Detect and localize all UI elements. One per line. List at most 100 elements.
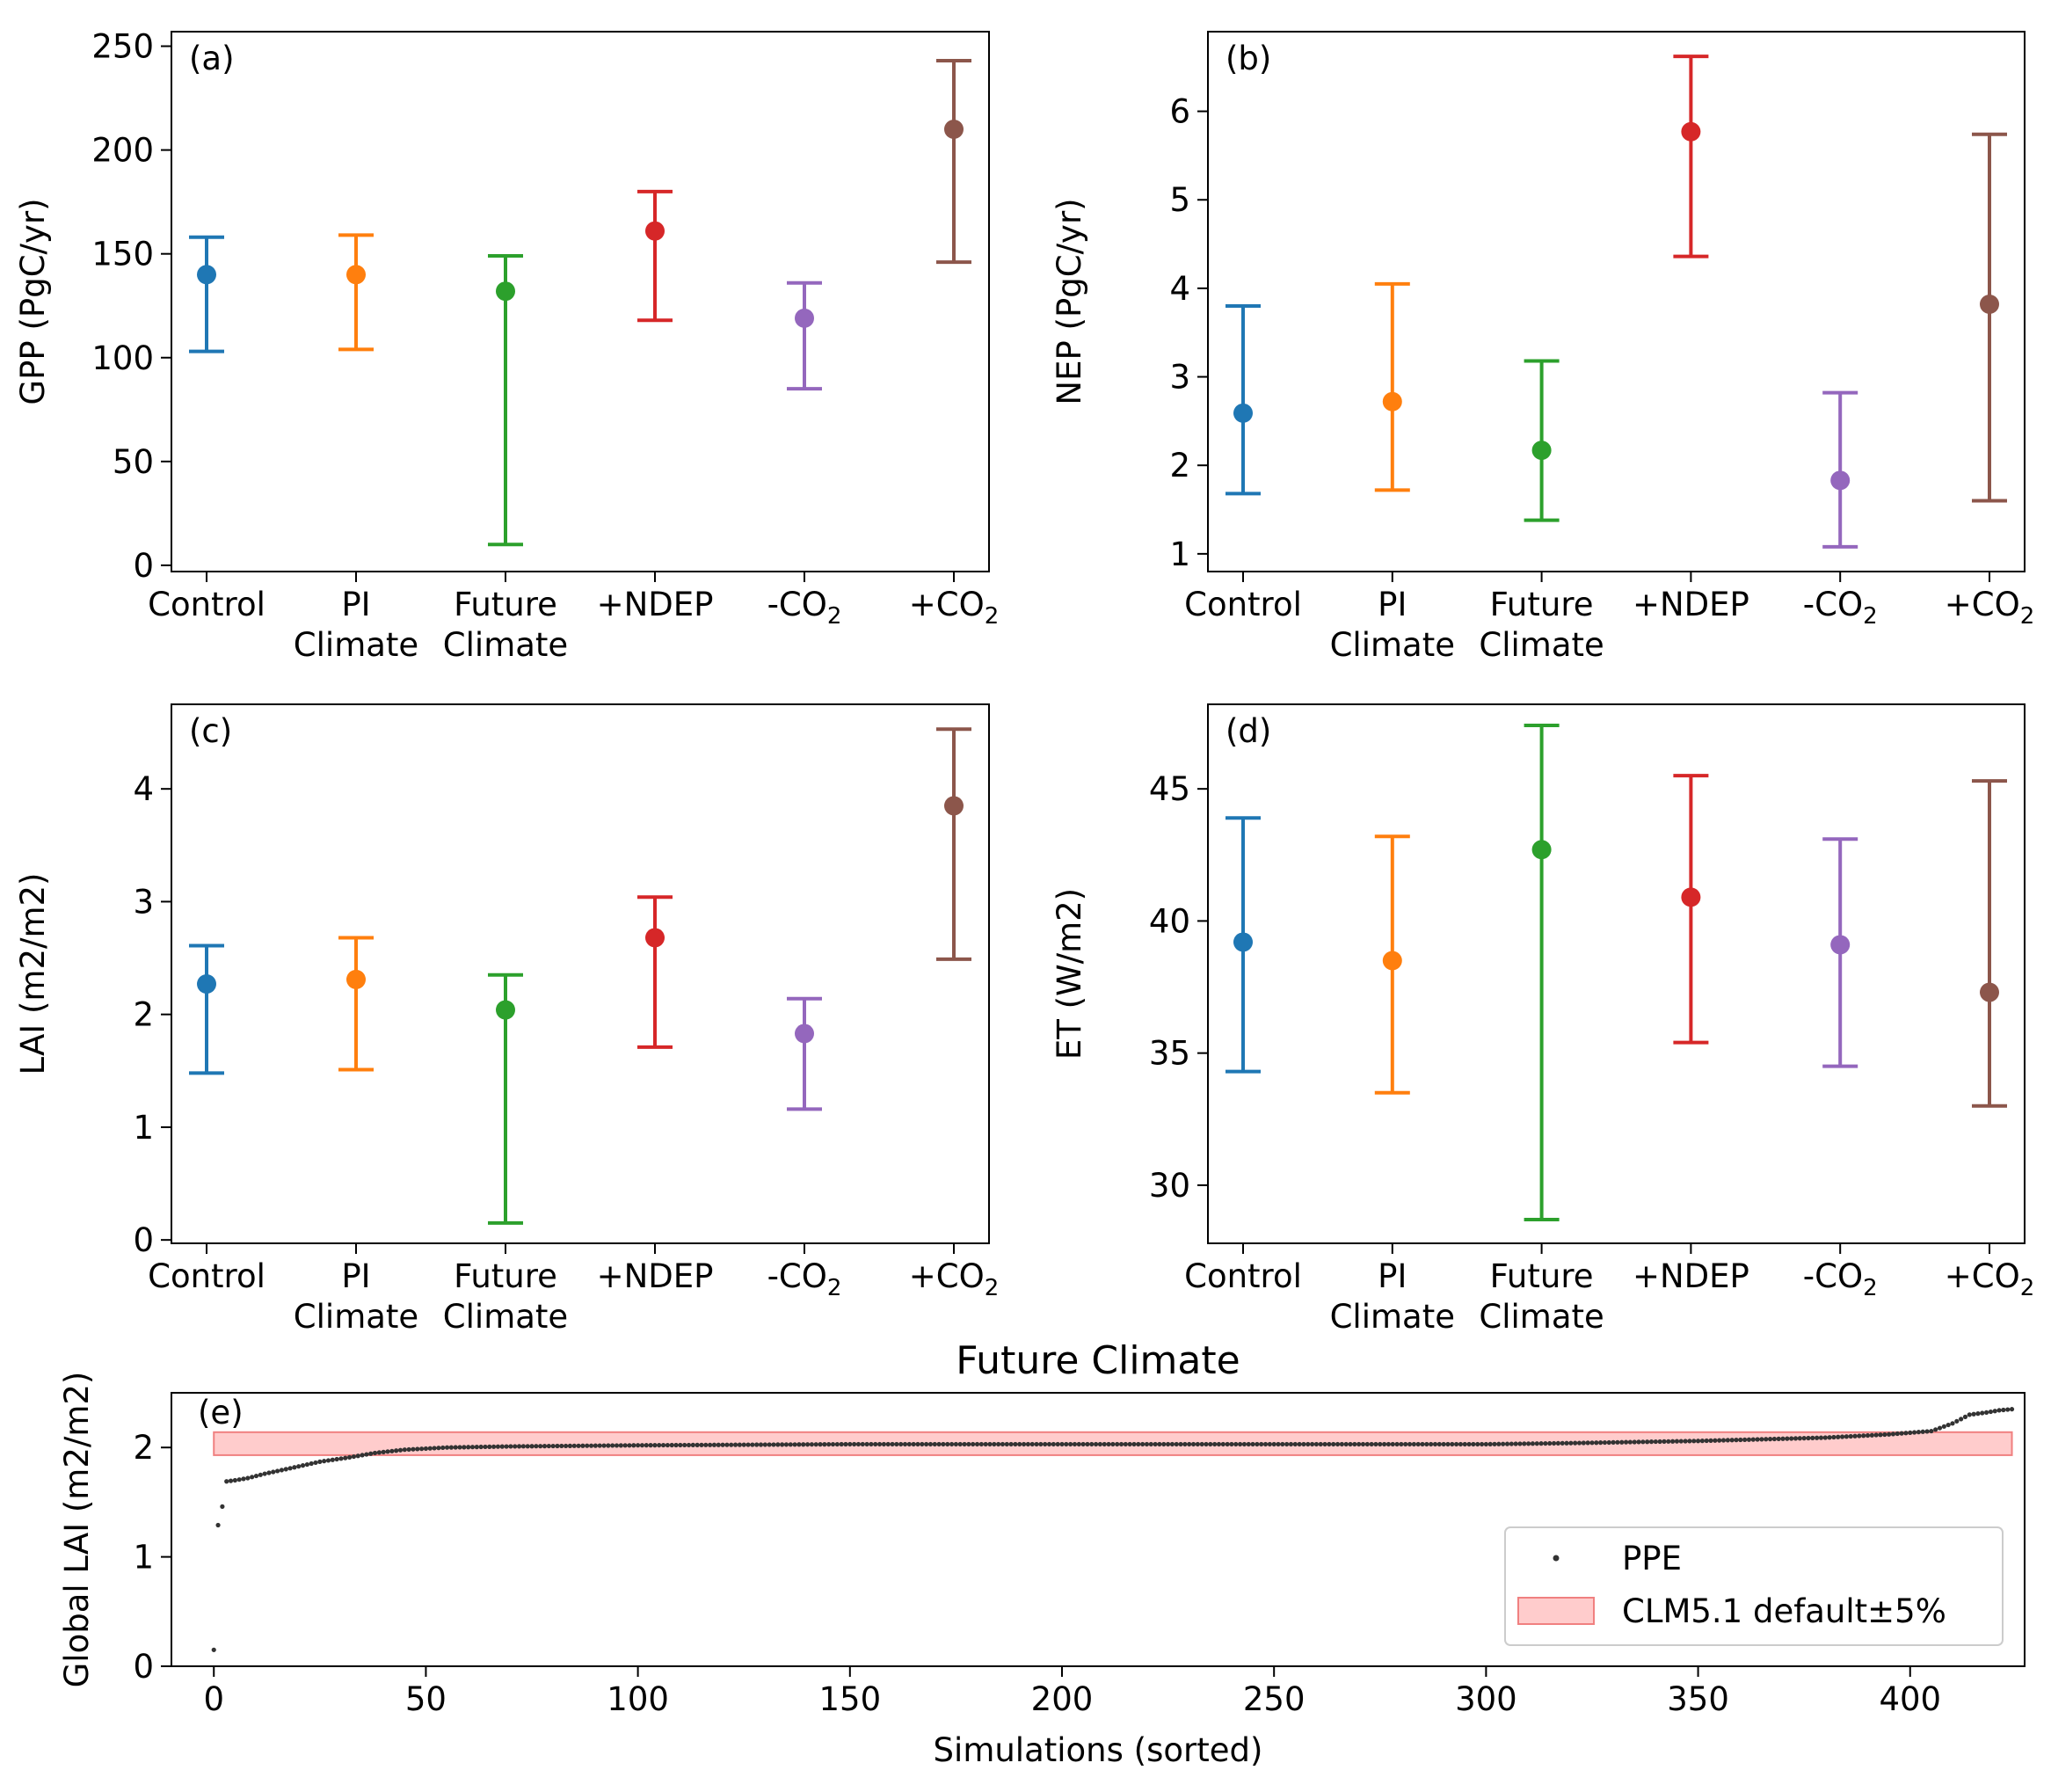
x-tick-label: 0 bbox=[203, 1680, 224, 1718]
ppe-point bbox=[1029, 1441, 1035, 1447]
ppe-point bbox=[325, 1458, 331, 1463]
y-tick-label: 2 bbox=[133, 996, 154, 1034]
ppe-point bbox=[1882, 1431, 1887, 1438]
ppe-point bbox=[588, 1443, 594, 1448]
ppe-point bbox=[1836, 1434, 1841, 1439]
ppe-point bbox=[966, 1441, 971, 1447]
ppe-point bbox=[1899, 1431, 1904, 1436]
ppe-point bbox=[1954, 1418, 1960, 1424]
ppe-point bbox=[1161, 1441, 1167, 1447]
x-tick-label: 400 bbox=[1879, 1680, 1941, 1718]
panel-letter: (c) bbox=[189, 712, 232, 750]
ppe-point bbox=[1284, 1441, 1290, 1447]
ppe-point bbox=[1220, 1441, 1226, 1447]
ppe-point bbox=[932, 1441, 937, 1447]
ppe-point bbox=[1424, 1441, 1429, 1447]
x-tick-label: PI bbox=[341, 586, 370, 623]
ppe-point bbox=[520, 1444, 526, 1449]
errorbar-4 bbox=[637, 189, 673, 323]
ppe-point bbox=[1674, 1439, 1680, 1444]
ppe-point bbox=[245, 1475, 251, 1481]
ppe-point bbox=[1513, 1441, 1518, 1446]
ppe-point bbox=[555, 1443, 560, 1449]
ppe-point bbox=[1072, 1441, 1078, 1447]
ppe-point bbox=[1487, 1441, 1493, 1447]
ppe-point bbox=[801, 1442, 806, 1447]
x-axis-label: Simulations (sorted) bbox=[934, 1731, 1263, 1769]
ppe-point bbox=[1988, 1409, 1994, 1415]
x-tick-label: +NDEP bbox=[597, 1257, 714, 1295]
mean-point bbox=[944, 796, 964, 816]
ppe-point bbox=[1199, 1441, 1204, 1447]
ppe-point bbox=[830, 1441, 836, 1447]
y-tick-label: 3 bbox=[133, 883, 154, 921]
mean-point bbox=[496, 1000, 515, 1020]
mean-point bbox=[1980, 295, 1999, 315]
ppe-point bbox=[550, 1443, 556, 1449]
ppe-point bbox=[873, 1441, 878, 1447]
ppe-point bbox=[1653, 1439, 1658, 1445]
ppe-point bbox=[750, 1442, 755, 1447]
ppe-point bbox=[1771, 1436, 1777, 1442]
ppe-point bbox=[780, 1442, 785, 1447]
mean-point bbox=[197, 265, 216, 285]
ppe-point bbox=[783, 1442, 789, 1447]
ppe-point bbox=[1259, 1441, 1264, 1447]
ppe-point bbox=[1980, 1410, 1985, 1416]
x-tick-label: PI bbox=[1378, 586, 1407, 623]
ppe-point bbox=[1971, 1411, 1976, 1417]
ppe-point bbox=[822, 1442, 827, 1447]
ppe-point bbox=[992, 1441, 997, 1447]
ppe-point bbox=[283, 1467, 288, 1472]
ppe-point bbox=[1288, 1441, 1294, 1447]
ppe-point bbox=[258, 1472, 263, 1477]
ppe-point bbox=[478, 1444, 484, 1450]
ppe-point bbox=[542, 1444, 548, 1449]
mean-point bbox=[645, 221, 665, 241]
ppe-point bbox=[1306, 1441, 1311, 1447]
ppe-point bbox=[1034, 1441, 1039, 1447]
ppe-point bbox=[1780, 1436, 1786, 1441]
ppe-point bbox=[1848, 1433, 1853, 1439]
ppe-point bbox=[813, 1442, 818, 1447]
y-axis-label: NEP (PgC/yr) bbox=[1051, 198, 1088, 404]
ppe-point bbox=[525, 1444, 530, 1449]
ppe-point bbox=[1225, 1441, 1230, 1447]
ppe-point bbox=[1869, 1432, 1874, 1438]
ppe-point bbox=[974, 1441, 980, 1447]
ppe-points bbox=[211, 1407, 2015, 1652]
mean-point bbox=[1233, 403, 1253, 423]
ppe-point bbox=[1216, 1441, 1222, 1447]
ppe-point bbox=[250, 1475, 255, 1480]
ppe-point bbox=[381, 1449, 386, 1454]
ppe-point bbox=[1313, 1441, 1320, 1447]
ppe-point bbox=[1555, 1440, 1560, 1446]
ppe-point bbox=[1496, 1441, 1502, 1446]
ppe-point bbox=[469, 1445, 476, 1450]
ppe-point bbox=[1115, 1441, 1120, 1447]
x-tick-label: +CO2 bbox=[909, 1257, 1000, 1301]
ppe-point bbox=[622, 1443, 628, 1448]
x-tick-label-line2: Climate bbox=[1479, 626, 1604, 664]
ppe-point bbox=[1517, 1441, 1523, 1446]
ppe-point bbox=[385, 1449, 390, 1454]
ppe-point bbox=[1458, 1441, 1464, 1447]
ppe-point bbox=[1136, 1441, 1141, 1447]
ppe-point bbox=[1929, 1428, 1934, 1434]
ppe-point bbox=[703, 1442, 709, 1447]
ppe-point bbox=[1602, 1439, 1608, 1446]
ppe-point bbox=[253, 1473, 259, 1479]
x-tick-label: +CO2 bbox=[909, 586, 1000, 630]
errorbar-5 bbox=[787, 280, 822, 391]
ppe-point bbox=[1713, 1438, 1718, 1443]
y-tick-label: 1 bbox=[133, 1539, 154, 1577]
errorbar-3 bbox=[488, 254, 523, 547]
ppe-point bbox=[1983, 1410, 1989, 1415]
y-tick-label: 40 bbox=[1149, 902, 1190, 940]
ppe-point bbox=[983, 1441, 988, 1447]
ppe-point bbox=[1852, 1433, 1858, 1439]
ppe-point bbox=[1606, 1439, 1611, 1446]
ppe-point bbox=[1594, 1440, 1599, 1446]
ppe-point bbox=[1509, 1441, 1514, 1446]
